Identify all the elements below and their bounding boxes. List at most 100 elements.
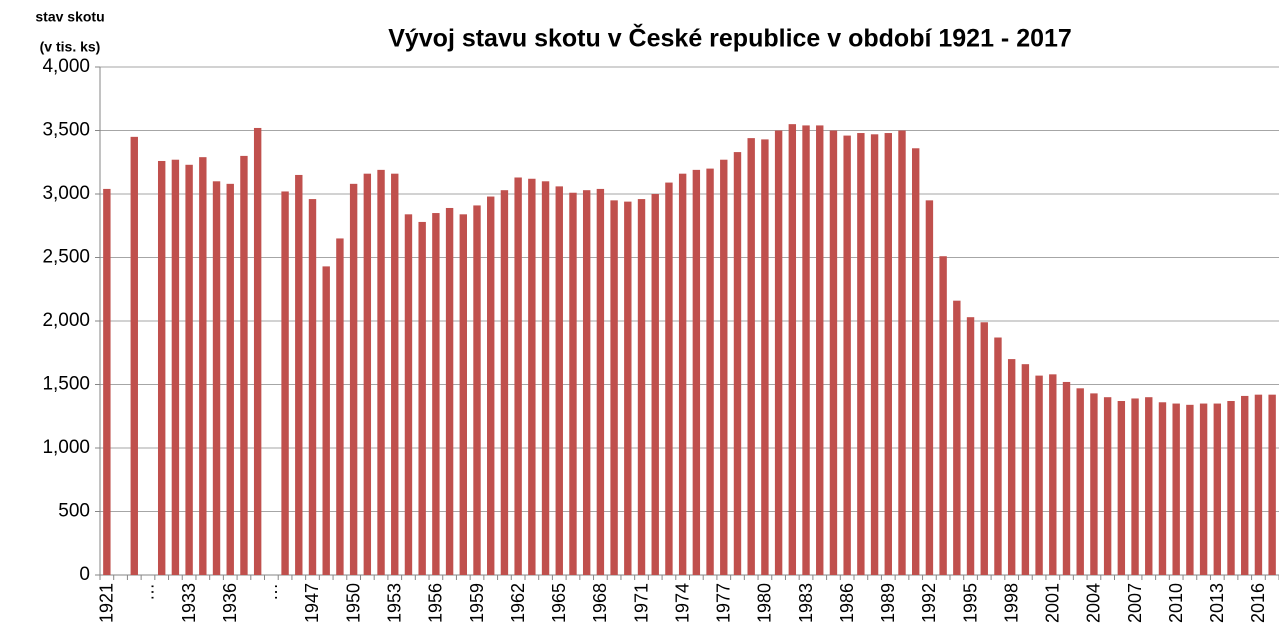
bar [582, 190, 591, 575]
y-tick-label: 1,500 [42, 374, 90, 395]
bar [473, 205, 481, 575]
x-tick-label: 1959 [467, 583, 487, 623]
bar [1241, 395, 1249, 575]
bar [1076, 388, 1084, 575]
x-tick-label: 1936 [220, 583, 240, 623]
bar [1268, 394, 1276, 575]
y-tick-label: 4,000 [42, 56, 90, 77]
bar [665, 182, 673, 575]
x-tick-label: 1968 [590, 583, 610, 623]
bar [925, 200, 934, 575]
bar [308, 199, 317, 575]
bar [994, 337, 1002, 575]
x-tick-label: 1998 [1001, 583, 1021, 623]
bar [706, 168, 714, 575]
bar [432, 213, 440, 576]
bar [610, 200, 618, 575]
bar [692, 169, 701, 575]
bar [281, 191, 289, 575]
x-tick-label: 1980 [755, 583, 775, 623]
x-tick-label: … [138, 583, 158, 601]
bar [843, 135, 851, 575]
bar [912, 148, 920, 575]
bar [500, 190, 509, 575]
bar [377, 169, 385, 575]
bar [199, 157, 207, 576]
bar [130, 136, 138, 575]
bar [404, 214, 413, 575]
bar [514, 177, 522, 576]
bar [555, 186, 563, 575]
bar [1254, 394, 1263, 575]
bar [774, 130, 783, 575]
bar [637, 199, 646, 575]
x-tick-label: 1974 [672, 583, 692, 623]
bar [761, 139, 769, 575]
bar [857, 133, 865, 576]
x-tick-label: 1947 [302, 583, 322, 623]
bar [624, 201, 632, 575]
bar [802, 125, 810, 576]
x-tick-label: 1983 [796, 583, 816, 623]
bar [884, 133, 892, 576]
bar [226, 183, 234, 575]
bar [953, 300, 961, 575]
chart-title: Vývoj stavu skotu v České republice v ob… [388, 23, 1072, 53]
y-tick-label: 0 [79, 564, 90, 585]
bar [295, 174, 303, 575]
x-tick-label: 1962 [508, 583, 528, 623]
bar [1213, 403, 1222, 575]
bar [678, 173, 687, 575]
bar [1131, 398, 1139, 575]
bar [253, 127, 262, 576]
x-tick-label: 2007 [1125, 583, 1145, 623]
bar [363, 173, 372, 575]
bar [1007, 359, 1016, 575]
bar [171, 159, 180, 575]
bar [816, 125, 824, 576]
bar [487, 196, 495, 576]
bar [829, 130, 838, 575]
bar [1158, 402, 1167, 575]
bar [1145, 397, 1153, 575]
bar [391, 173, 399, 575]
y-tick-label: 3,000 [42, 183, 90, 204]
x-tick-label: 1995 [960, 583, 980, 623]
bar [966, 317, 975, 575]
x-tick-label: 1965 [549, 583, 569, 623]
bar [788, 124, 797, 576]
bar [733, 152, 742, 575]
x-tick-label: 2004 [1084, 583, 1104, 623]
bar [870, 134, 879, 575]
y-tick-label: 2,500 [42, 247, 90, 268]
x-tick-label: … [261, 583, 281, 601]
bar [1090, 393, 1098, 575]
bar [541, 181, 550, 576]
x-tick-label: 1986 [837, 583, 857, 623]
bar [651, 194, 659, 575]
x-tick-label: 1921 [97, 583, 117, 623]
x-tick-label: 1977 [714, 583, 734, 623]
bar [336, 238, 344, 575]
bar [1227, 401, 1235, 575]
bar [528, 178, 536, 575]
x-tick-label: 2001 [1043, 583, 1063, 623]
bar [459, 214, 467, 575]
bar [980, 322, 988, 575]
bar [569, 192, 577, 576]
y-axis-title: stav skotu [35, 9, 104, 25]
y-tick-label: 500 [58, 501, 90, 522]
bar [103, 188, 111, 576]
x-tick-label: 1956 [426, 583, 446, 623]
x-tick-label: 1971 [631, 583, 651, 623]
bar [418, 221, 426, 575]
bar [1049, 374, 1057, 575]
bar [1103, 397, 1112, 575]
bar [240, 155, 248, 575]
bar [939, 256, 947, 575]
bar [157, 160, 166, 576]
bar [445, 207, 454, 575]
x-tick-label: 1989 [878, 583, 898, 623]
bar [1172, 403, 1180, 575]
bar [185, 164, 193, 576]
